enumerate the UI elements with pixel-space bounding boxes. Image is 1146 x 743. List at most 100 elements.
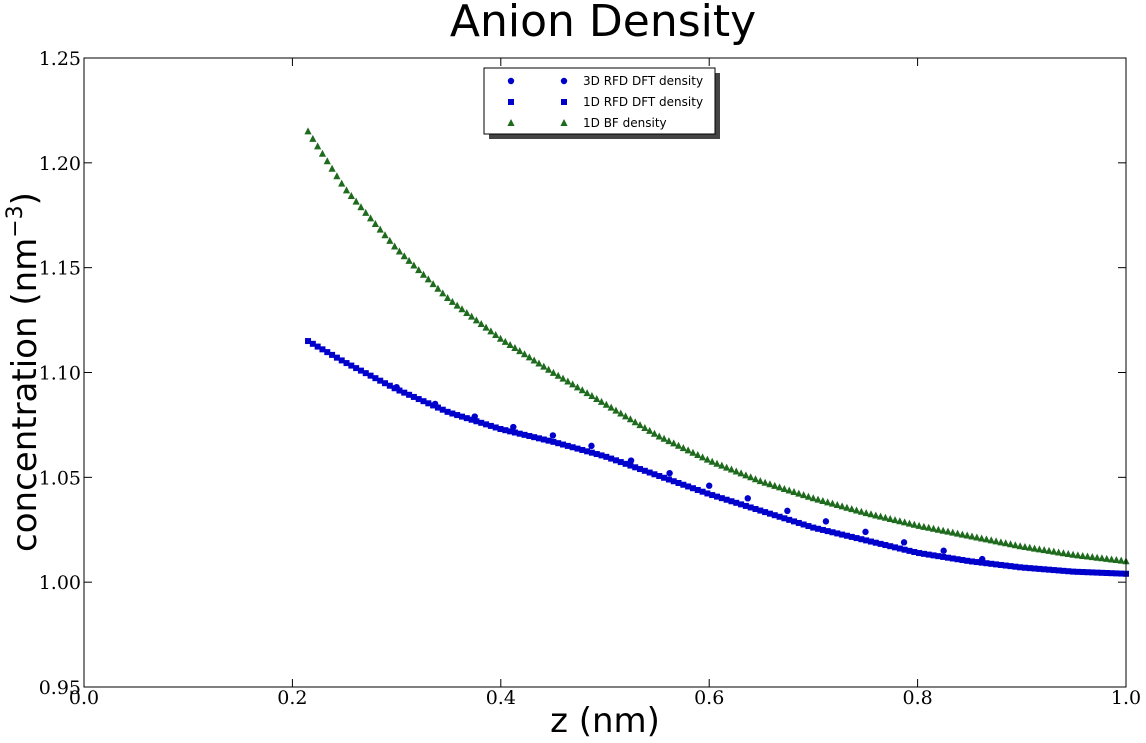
point-1d-rfd-dft-density <box>805 523 812 530</box>
point-1d-rfd-dft-density <box>333 354 340 361</box>
point-1d-bf-density <box>626 415 635 423</box>
y-tick-label: 1.20 <box>39 153 81 175</box>
point-1d-rfd-dft-density <box>896 545 903 552</box>
point-1d-rfd-dft-density <box>521 431 528 438</box>
point-1d-rfd-dft-density <box>964 557 971 564</box>
point-3d-rfd-dft-density <box>822 518 830 525</box>
point-1d-bf-density <box>881 513 890 521</box>
point-1d-bf-density <box>963 531 971 539</box>
point-1d-rfd-dft-density <box>738 501 745 508</box>
point-1d-rfd-dft-density <box>795 519 802 526</box>
point-1d-rfd-dft-density <box>1060 567 1067 574</box>
x-tick-label: 0.4 <box>486 687 516 709</box>
point-1d-bf-density <box>756 477 764 485</box>
point-1d-bf-density <box>689 448 697 456</box>
point-1d-rfd-dft-density <box>410 393 417 400</box>
point-1d-rfd-dft-density <box>603 453 610 460</box>
point-1d-rfd-dft-density <box>834 530 841 537</box>
y-axis-label: concentration (nm−3) <box>3 192 45 552</box>
point-1d-rfd-dft-density <box>1074 568 1081 575</box>
point-1d-bf-density <box>737 469 745 477</box>
point-1d-bf-density <box>516 347 524 355</box>
point-1d-rfd-dft-density <box>507 428 514 435</box>
point-1d-rfd-dft-density <box>1031 565 1038 572</box>
point-1d-rfd-dft-density <box>791 518 798 525</box>
point-1d-rfd-dft-density <box>969 558 976 565</box>
point-1d-bf-density <box>674 441 683 449</box>
point-3d-rfd-dft-density <box>627 457 635 464</box>
point-1d-bf-density <box>400 252 408 260</box>
point-1d-rfd-dft-density <box>762 509 769 516</box>
point-1d-rfd-dft-density <box>401 389 408 396</box>
point-1d-bf-density <box>366 214 375 222</box>
point-1d-bf-density <box>588 392 596 400</box>
point-1d-rfd-dft-density <box>434 404 441 411</box>
point-1d-rfd-dft-density <box>1118 570 1125 577</box>
point-1d-bf-density <box>501 337 509 345</box>
point-3d-rfd-dft-density <box>862 528 869 536</box>
point-1d-rfd-dft-density <box>372 375 379 382</box>
point-1d-rfd-dft-density <box>709 492 716 499</box>
point-1d-bf-density <box>1059 549 1068 557</box>
point-1d-rfd-dft-density <box>656 473 663 480</box>
point-1d-bf-density <box>1069 550 1077 558</box>
point-1d-rfd-dft-density <box>348 362 355 369</box>
point-1d-rfd-dft-density <box>1017 564 1024 571</box>
point-1d-bf-density <box>886 514 894 522</box>
point-1d-rfd-dft-density <box>670 478 677 485</box>
point-1d-bf-density <box>795 489 803 497</box>
point-1d-rfd-dft-density <box>454 412 461 419</box>
point-1d-rfd-dft-density <box>930 552 937 559</box>
point-1d-bf-density <box>1098 554 1106 562</box>
point-1d-bf-density <box>857 507 865 515</box>
point-1d-bf-density <box>1088 553 1096 561</box>
legend-marker <box>507 77 515 85</box>
point-1d-bf-density <box>554 371 562 379</box>
point-1d-bf-density <box>862 509 870 517</box>
point-1d-bf-density <box>785 486 793 494</box>
y-tick-label: 1.00 <box>39 572 81 594</box>
point-1d-rfd-dft-density <box>944 554 951 561</box>
point-1d-rfd-dft-density <box>343 360 350 367</box>
point-1d-bf-density <box>415 266 423 274</box>
point-1d-rfd-dft-density <box>1007 563 1014 570</box>
point-1d-rfd-dft-density <box>314 343 321 350</box>
point-1d-rfd-dft-density <box>920 550 927 557</box>
point-1d-rfd-dft-density <box>1079 569 1086 576</box>
point-1d-bf-density <box>809 494 817 502</box>
point-1d-bf-density <box>949 528 957 536</box>
point-1d-bf-density <box>934 525 942 533</box>
point-1d-bf-density <box>453 301 461 309</box>
point-1d-bf-density <box>477 320 485 328</box>
point-1d-rfd-dft-density <box>935 553 942 560</box>
point-1d-rfd-dft-density <box>1055 567 1062 574</box>
point-1d-bf-density <box>573 383 582 391</box>
point-1d-bf-density <box>660 434 668 442</box>
point-1d-rfd-dft-density <box>386 382 393 389</box>
point-1d-rfd-dft-density <box>940 553 947 560</box>
point-3d-rfd-dft-density <box>706 482 713 489</box>
point-1d-bf-density <box>511 344 519 352</box>
point-1d-rfd-dft-density <box>637 466 644 473</box>
point-1d-bf-density <box>429 280 437 288</box>
point-1d-bf-density <box>819 496 827 504</box>
point-1d-bf-density <box>448 297 456 305</box>
x-tick-label: 1.0 <box>1111 687 1141 709</box>
point-1d-bf-density <box>665 437 673 445</box>
point-1d-bf-density <box>482 323 490 331</box>
point-1d-rfd-dft-density <box>752 506 759 513</box>
point-1d-rfd-dft-density <box>540 436 547 443</box>
point-1d-bf-density <box>352 197 360 205</box>
point-1d-bf-density <box>391 242 399 250</box>
point-1d-rfd-dft-density <box>487 422 494 429</box>
point-1d-bf-density <box>987 536 995 544</box>
point-1d-rfd-dft-density <box>357 367 364 374</box>
point-1d-rfd-dft-density <box>877 540 884 547</box>
point-1d-bf-density <box>342 186 351 194</box>
point-1d-rfd-dft-density <box>459 413 466 420</box>
point-1d-bf-density <box>973 533 981 541</box>
point-1d-rfd-dft-density <box>444 408 451 415</box>
point-1d-rfd-dft-density <box>911 549 918 556</box>
point-1d-bf-density <box>376 225 384 233</box>
point-1d-rfd-dft-density <box>622 460 629 467</box>
